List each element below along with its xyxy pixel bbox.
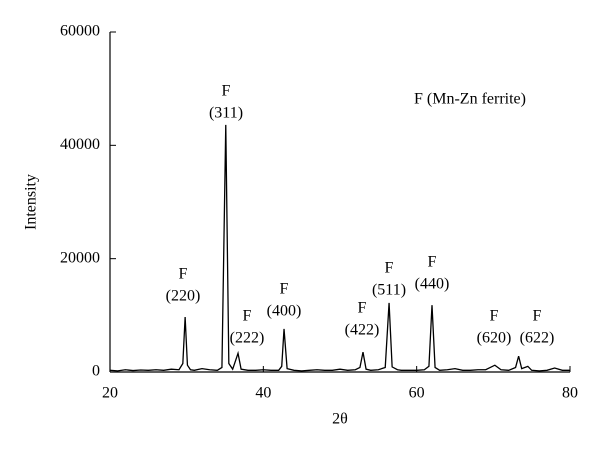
peak-label: F [280,281,289,298]
peak-label: (400) [267,303,302,320]
y-axis-label: Intensity [23,174,40,230]
peak-label: (511) [372,282,406,299]
x-tick-label: 40 [255,385,271,402]
y-tick-label: 40000 [60,136,100,153]
peak-label: (440) [415,276,450,293]
peak-label: (220) [166,288,201,305]
line [109,124,570,372]
x-axis-label: 2θ [332,411,348,428]
y-tick-label: 20000 [60,249,100,266]
peak-label: F [222,83,231,100]
peak-label: (620) [477,330,512,347]
peak-label: F [243,308,252,325]
note: F (Mn-Zn ferrite) [414,91,526,108]
peak-label: F [533,308,542,325]
y-tick-label: 60000 [60,23,100,40]
peak-label: (311) [209,105,243,122]
x-tick-label: 60 [409,385,425,402]
x-tick-label: 80 [562,385,578,402]
peak-label: F [428,254,437,271]
x-tick-label: 20 [102,385,118,402]
peak-label: F [358,300,367,317]
peak-label: F [490,308,499,325]
peak-label: (622) [520,330,555,347]
peak-label: (222) [230,330,265,347]
peak-label: F [385,260,394,277]
peak-label: (422) [345,322,380,339]
peak-label: F [179,266,188,283]
y-tick-label: 0 [92,363,100,380]
